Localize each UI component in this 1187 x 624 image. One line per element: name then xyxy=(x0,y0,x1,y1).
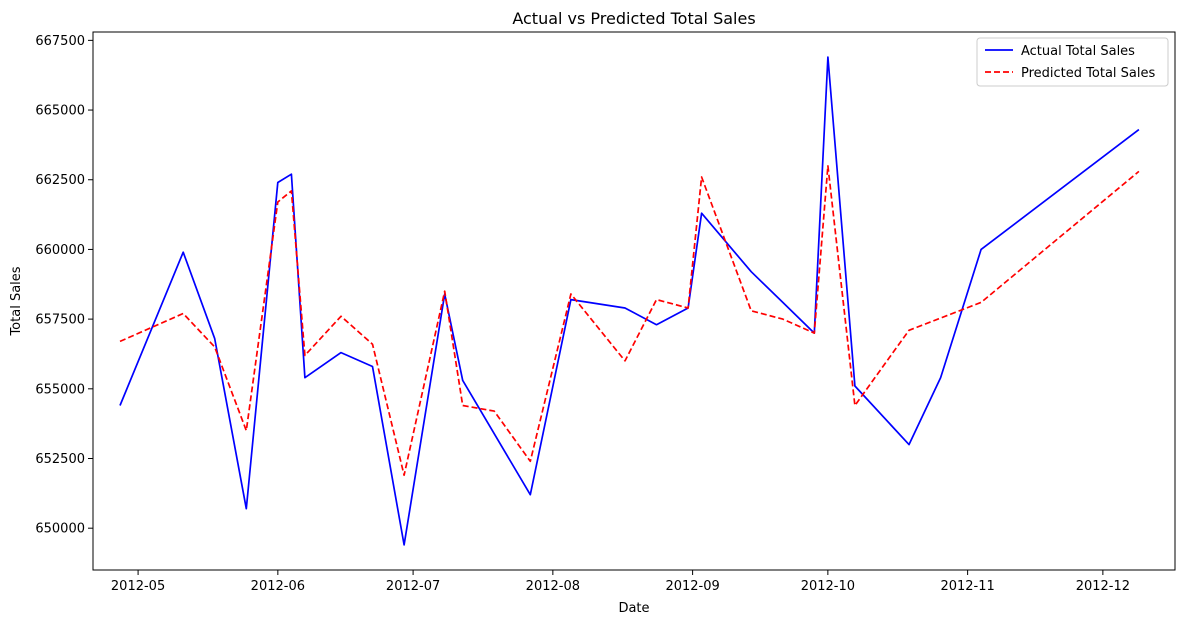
y-tick-label: 665000 xyxy=(35,104,85,119)
x-tick-label: 2012-06 xyxy=(251,579,305,594)
x-axis-label: Date xyxy=(618,601,649,616)
x-tick-label: 2012-10 xyxy=(801,579,855,594)
series-layer xyxy=(119,56,1140,546)
legend: Actual Total Sales Predicted Total Sales xyxy=(976,37,1169,87)
x-tick-label: 2012-07 xyxy=(386,579,440,594)
x-tick-label: 2012-05 xyxy=(111,579,165,594)
x-tick-label: 2012-11 xyxy=(940,579,994,594)
chart-title: Actual vs Predicted Total Sales xyxy=(512,9,755,28)
y-tick-label: 650000 xyxy=(35,522,85,537)
y-tick-label: 660000 xyxy=(35,243,85,258)
x-axis: 2012-05 2012-06 2012-07 2012-08 2012-09 2012-… xyxy=(111,570,1130,594)
legend-label-actual: Actual Total Sales xyxy=(1021,44,1135,59)
legend-label-predicted: Predicted Total Sales xyxy=(1021,66,1155,81)
y-tick-label: 655000 xyxy=(35,382,85,397)
series-line-predicted xyxy=(119,164,1140,477)
x-tick-label: 2012-12 xyxy=(1076,579,1130,594)
x-tick-label: 2012-09 xyxy=(665,579,719,594)
plot-area xyxy=(92,31,1176,571)
series-line-actual xyxy=(119,56,1140,546)
y-axis: 650000 652500 655000 657500 660000 662500 6650… xyxy=(35,34,93,537)
y-tick-label: 662500 xyxy=(35,173,85,188)
legend-box xyxy=(976,37,1169,87)
x-tick-label: 2012-08 xyxy=(526,579,580,594)
y-axis-label: Total Sales xyxy=(9,266,24,336)
y-tick-label: 652500 xyxy=(35,452,85,467)
y-tick-label: 657500 xyxy=(35,313,85,328)
y-tick-label: 667500 xyxy=(35,34,85,49)
